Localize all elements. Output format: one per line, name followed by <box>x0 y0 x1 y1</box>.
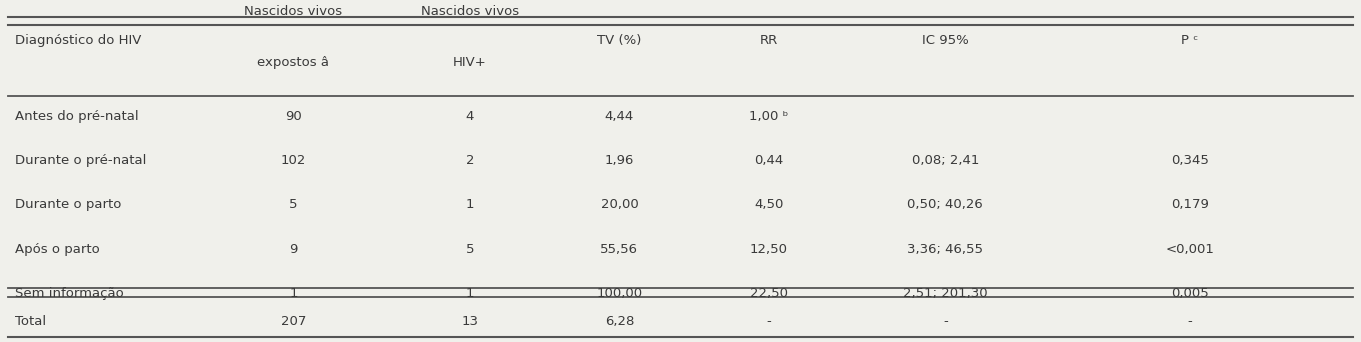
Text: 0,44: 0,44 <box>754 154 784 167</box>
Text: 20,00: 20,00 <box>600 198 638 211</box>
Text: 0,50; 40,26: 0,50; 40,26 <box>908 198 983 211</box>
Text: HIV+: HIV+ <box>453 56 487 69</box>
Text: Nascidos vivos: Nascidos vivos <box>421 5 519 18</box>
Text: 0,179: 0,179 <box>1170 198 1209 211</box>
Text: 4,44: 4,44 <box>604 110 634 123</box>
Text: Após o parto: Após o parto <box>15 242 99 255</box>
Text: 5: 5 <box>465 242 474 255</box>
Text: 0,345: 0,345 <box>1170 154 1209 167</box>
Text: 2: 2 <box>465 154 474 167</box>
Text: TV (%): TV (%) <box>597 34 641 47</box>
Text: -: - <box>1187 315 1192 328</box>
Text: IC 95%: IC 95% <box>921 34 969 47</box>
Text: 2,51; 201,30: 2,51; 201,30 <box>904 287 988 300</box>
Text: 1: 1 <box>289 287 298 300</box>
Text: 90: 90 <box>284 110 302 123</box>
Text: RR: RR <box>759 34 778 47</box>
Text: 5: 5 <box>289 198 298 211</box>
Text: Nascidos vivos: Nascidos vivos <box>245 5 343 18</box>
Text: 3,36; 46,55: 3,36; 46,55 <box>908 242 984 255</box>
Text: -: - <box>943 315 947 328</box>
Text: 22,50: 22,50 <box>750 287 788 300</box>
Text: 1: 1 <box>465 198 474 211</box>
Text: Durante o parto: Durante o parto <box>15 198 121 211</box>
Text: 1,96: 1,96 <box>604 154 634 167</box>
Text: 4,50: 4,50 <box>754 198 784 211</box>
Text: Sem informação: Sem informação <box>15 287 124 300</box>
Text: 1: 1 <box>465 287 474 300</box>
Text: Total: Total <box>15 315 46 328</box>
Text: 12,50: 12,50 <box>750 242 788 255</box>
Text: 9: 9 <box>290 242 298 255</box>
Text: 1,00 ᵇ: 1,00 ᵇ <box>749 110 788 123</box>
Text: 13: 13 <box>461 315 479 328</box>
Text: 6,28: 6,28 <box>604 315 634 328</box>
Text: 100,00: 100,00 <box>596 287 642 300</box>
Text: 4: 4 <box>465 110 474 123</box>
Text: 55,56: 55,56 <box>600 242 638 255</box>
Text: 0,08; 2,41: 0,08; 2,41 <box>912 154 979 167</box>
Text: Antes do pré-natal: Antes do pré-natal <box>15 110 139 123</box>
Text: Durante o pré-natal: Durante o pré-natal <box>15 154 147 167</box>
Text: <0,001: <0,001 <box>1165 242 1214 255</box>
Text: expostos â: expostos â <box>257 56 329 69</box>
Text: 207: 207 <box>280 315 306 328</box>
Text: 0,005: 0,005 <box>1170 287 1209 300</box>
Text: Diagnóstico do HIV: Diagnóstico do HIV <box>15 34 142 47</box>
Text: 102: 102 <box>280 154 306 167</box>
Text: -: - <box>766 315 772 328</box>
Text: P ᶜ: P ᶜ <box>1181 34 1199 47</box>
